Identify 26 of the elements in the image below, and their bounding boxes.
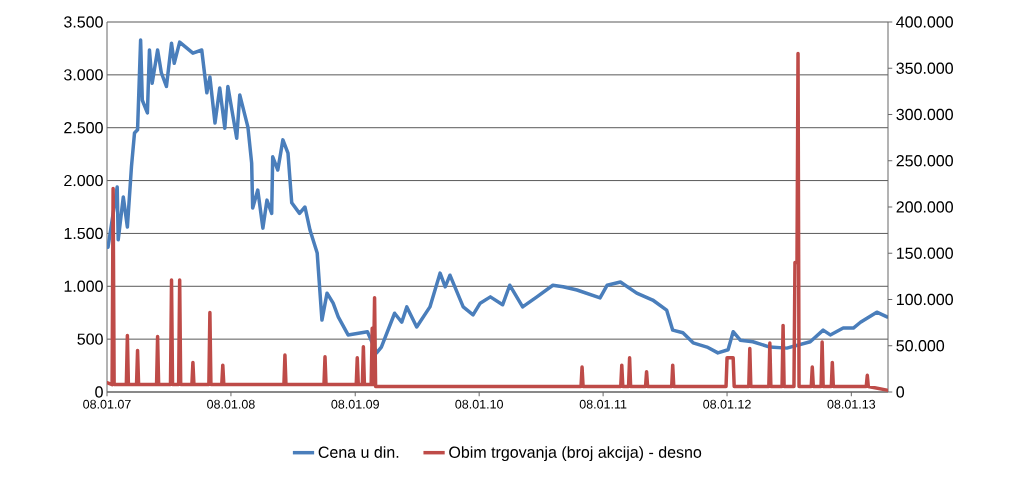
x-tick-label: 08.01.09 xyxy=(331,399,379,409)
y-tick-label: 2.000 xyxy=(64,174,103,187)
y2-tick-label: 150.000 xyxy=(896,247,953,259)
y2-tick-label: 100.000 xyxy=(896,293,953,306)
legend-label: Obim trgovanja (broj akcija) - desno xyxy=(449,446,702,462)
y2-tick-label: 0 xyxy=(896,386,905,398)
x-tick-label: 08.01.07 xyxy=(83,399,131,409)
y2-tick-label: 400.000 xyxy=(896,16,953,28)
x-tick-label: 08.01.10 xyxy=(455,399,504,409)
x-tick-label: 08.01.13 xyxy=(827,399,876,409)
y-tick-label: 500 xyxy=(77,333,103,345)
y-tick-label: 3.500 xyxy=(64,16,103,28)
y2-tick-label: 350.000 xyxy=(896,62,953,74)
x-tick-label: 08.01.08 xyxy=(207,399,255,409)
y2-tick-label: 200.000 xyxy=(896,201,953,213)
legend-label: Cena u din. xyxy=(318,446,399,458)
x-tick-label: 08.01.11 xyxy=(579,399,627,409)
y-tick-label: 0 xyxy=(95,386,103,398)
y-tick-label: 1.000 xyxy=(64,280,103,292)
y2-tick-label: 300.000 xyxy=(896,108,953,121)
y-tick-label: 3.000 xyxy=(64,69,103,81)
y2-tick-label: 250.000 xyxy=(896,155,953,167)
y2-tick-label: 50.000 xyxy=(896,340,945,352)
y-tick-label: 1.500 xyxy=(64,227,103,240)
y-tick-label: 2.500 xyxy=(64,122,103,134)
x-tick-label: 08.01.12 xyxy=(703,399,751,409)
